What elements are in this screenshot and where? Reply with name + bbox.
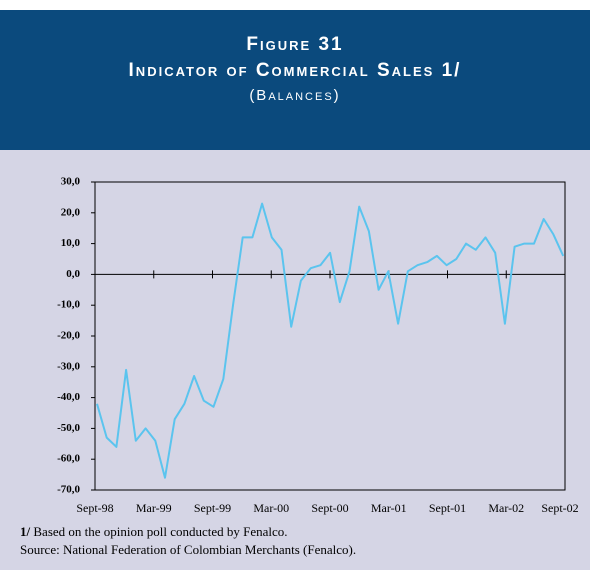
data-line <box>96 202 565 479</box>
chart-title: Figure 31 <box>246 34 343 55</box>
footnote-marker: 1/ <box>20 524 31 539</box>
header-band <box>0 10 590 150</box>
x-tick-label: Sept-02 <box>541 501 578 515</box>
y-tick-label: 0,0 <box>66 268 80 280</box>
y-tick-label: 20,0 <box>61 206 81 218</box>
x-tick-label: Mar-00 <box>253 501 289 515</box>
footnote-text: Based on the opinion poll conducted by F… <box>30 524 287 539</box>
chart-subtitle: Indicator of Commercial Sales 1/ <box>129 60 462 81</box>
y-tick-label: -40,0 <box>57 391 80 403</box>
y-tick-label: -60,0 <box>57 453 80 465</box>
y-tick-label: -10,0 <box>57 299 80 311</box>
chart-background <box>0 150 590 570</box>
y-tick-label: -50,0 <box>57 422 80 434</box>
x-tick-label: Sept-99 <box>194 501 231 515</box>
y-tick-label: -30,0 <box>57 360 80 372</box>
x-tick-label: Sept-00 <box>311 501 348 515</box>
x-tick-label: Sept-98 <box>76 501 113 515</box>
y-tick-label: -20,0 <box>57 330 80 342</box>
x-tick-label: Mar-99 <box>136 501 172 515</box>
footnote: 1/ Based on the opinion poll conducted b… <box>20 524 288 539</box>
x-tick-label: Sept-01 <box>429 501 466 515</box>
x-tick-label: Mar-02 <box>488 501 524 515</box>
unit-note: (Balances) <box>249 87 340 104</box>
y-tick-label: 30,0 <box>61 176 81 188</box>
y-tick-label: -70,0 <box>57 484 80 496</box>
x-tick-label: Mar-01 <box>371 501 407 515</box>
source: Source: National Federation of Colombian… <box>20 542 356 557</box>
y-tick-label: 10,0 <box>61 237 81 249</box>
